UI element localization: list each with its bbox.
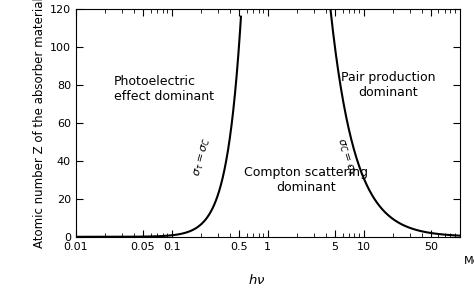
Text: Photoelectric
effect dominant: Photoelectric effect dominant bbox=[114, 75, 214, 103]
Text: Compton scattering
dominant: Compton scattering dominant bbox=[244, 166, 368, 194]
Text: $\sigma_\tau = \sigma_C$: $\sigma_\tau = \sigma_C$ bbox=[192, 136, 214, 178]
Text: $h\nu$: $h\nu$ bbox=[247, 273, 265, 287]
Text: Pair production
dominant: Pair production dominant bbox=[341, 71, 436, 99]
Text: $\sigma_C = \sigma_\kappa$: $\sigma_C = \sigma_\kappa$ bbox=[334, 136, 358, 178]
Text: MeV: MeV bbox=[464, 256, 474, 266]
Y-axis label: Atomic number Z of the absorber material: Atomic number Z of the absorber material bbox=[33, 0, 46, 248]
